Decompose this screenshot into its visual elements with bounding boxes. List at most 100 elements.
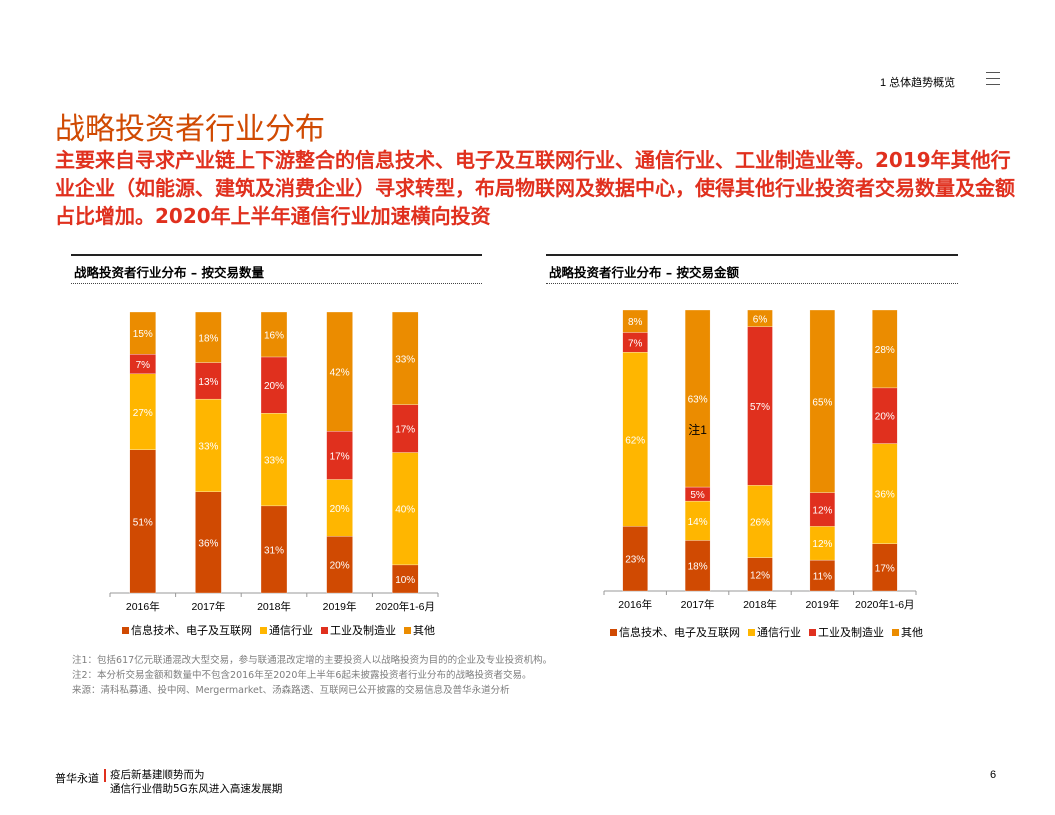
legend: 信息技术、电子及互联网 通信行业 工业及制造业 其他 <box>610 624 923 640</box>
data-label: 12% <box>750 570 770 581</box>
note-1: 注1：包括617亿元联通混改大型交易，参与联通混改定增的主要投资人以战略投资为目… <box>72 655 553 666</box>
data-label: 16% <box>264 330 284 341</box>
bar-segment <box>684 500 711 541</box>
data-label: 42% <box>330 368 350 379</box>
data-label: 6% <box>753 314 768 325</box>
bar-segment <box>684 309 711 488</box>
bar-segment <box>195 311 222 363</box>
section-label: 1 总体趋势概览 <box>880 77 956 89</box>
legend-label: 其他 <box>901 626 923 639</box>
menu-icon[interactable] <box>986 72 1000 90</box>
page-title: 战略投资者行业分布 <box>55 112 325 147</box>
data-label: 7% <box>136 360 151 371</box>
bar-segment <box>260 356 288 414</box>
data-label: 36% <box>875 490 895 501</box>
chart-title: 战略投资者行业分布 – 按交易数量 <box>71 254 482 284</box>
data-label: 40% <box>395 505 415 516</box>
data-label: 62% <box>625 435 645 446</box>
bar-segment <box>872 309 898 389</box>
note-2: 注2：本分析交易金额和数量中不包含2016年至2020年上半年6起未披露投资者行… <box>72 670 532 681</box>
legend-item: 通信行业 <box>260 622 313 638</box>
divider <box>104 769 106 782</box>
data-label: 20% <box>875 412 895 423</box>
legend-item: 其他 <box>404 622 435 638</box>
data-label: 15% <box>133 329 153 340</box>
footer-line-1: 疫后新基建顺势而为 <box>110 769 205 781</box>
bar-segment <box>747 326 773 486</box>
data-label: 20% <box>330 504 350 515</box>
chart-amount: 战略投资者行业分布 – 按交易金额 <box>546 254 958 284</box>
data-label: 20% <box>264 381 284 392</box>
data-label: 65% <box>812 397 832 408</box>
data-label: 7% <box>628 338 643 349</box>
data-label: 12% <box>812 539 832 550</box>
data-label: 13% <box>198 377 218 388</box>
bar-segment <box>326 479 353 537</box>
legend-label: 其他 <box>413 624 435 637</box>
data-label: 11% <box>813 572 832 583</box>
legend-swatch <box>892 629 899 636</box>
data-label: 20% <box>330 561 350 572</box>
data-label: 10% <box>395 575 415 586</box>
bar-segment <box>129 373 156 450</box>
data-label: 33% <box>395 354 415 365</box>
bar-segment <box>392 564 419 594</box>
bar-segment <box>809 526 836 561</box>
legend: 信息技术、电子及互联网 通信行业 工业及制造业 其他 <box>122 622 435 638</box>
bar-segment <box>260 505 288 594</box>
chart-title: 战略投资者行业分布 – 按交易金额 <box>546 254 958 284</box>
legend-swatch <box>321 627 328 634</box>
x-tick-label: 2020年1-6月 <box>855 598 915 611</box>
legend-swatch <box>122 627 129 634</box>
data-label: 18% <box>688 562 708 573</box>
data-label: 17% <box>875 563 895 574</box>
bar-segment <box>326 311 353 432</box>
data-label: 57% <box>750 402 770 413</box>
legend-swatch <box>809 629 816 636</box>
data-label: 26% <box>750 517 770 528</box>
data-label: 27% <box>133 408 153 419</box>
bar-segment <box>260 311 288 358</box>
legend-item: 工业及制造业 <box>809 624 884 640</box>
legend-item: 工业及制造业 <box>321 622 396 638</box>
legend-swatch <box>260 627 267 634</box>
bar-segment <box>195 398 222 492</box>
x-tick-label: 2019年 <box>805 598 839 611</box>
bar-segment <box>872 443 898 544</box>
data-label: 36% <box>198 538 218 549</box>
data-label: 8% <box>628 317 643 328</box>
legend-swatch <box>404 627 411 634</box>
bar-segment <box>195 362 222 400</box>
legend-item: 信息技术、电子及互联网 <box>610 624 740 640</box>
legend-item: 通信行业 <box>748 624 801 640</box>
bar-segment <box>872 387 898 444</box>
bar-segment <box>129 449 156 594</box>
source-note: 来源：清科私募通、投中网、Mergermarket、汤森路透、互联网已公开披露的… <box>72 685 510 696</box>
bar-segment <box>809 309 836 493</box>
footer-line-2: 通信行业借助5G东风进入高速发展期 <box>110 783 283 795</box>
chart-count: 战略投资者行业分布 – 按交易数量 <box>71 254 482 284</box>
bar-segment <box>392 452 419 566</box>
x-tick-label: 2016年 <box>618 598 652 611</box>
bar-segment <box>809 492 836 527</box>
data-label: 28% <box>875 345 895 356</box>
bar-segment <box>622 526 648 592</box>
legend-label: 通信行业 <box>269 624 313 637</box>
page-number: 6 <box>990 769 997 781</box>
bar-segment <box>392 311 419 405</box>
legend-swatch <box>748 629 755 636</box>
legend-label: 工业及制造业 <box>330 624 396 637</box>
legend-label: 通信行业 <box>757 626 801 639</box>
data-label: 12% <box>812 506 832 517</box>
legend-label: 信息技术、电子及互联网 <box>131 624 252 637</box>
x-tick-label: 2017年 <box>191 600 225 613</box>
legend-label: 信息技术、电子及互联网 <box>619 626 740 639</box>
notes: 注1：包括617亿元联通混改大型交易，参与联通混改定增的主要投资人以战略投资为目… <box>72 653 552 698</box>
legend-item: 信息技术、电子及互联网 <box>122 622 252 638</box>
x-tick-label: 2019年 <box>323 600 357 613</box>
data-label: 17% <box>330 451 350 462</box>
legend-label: 工业及制造业 <box>818 626 884 639</box>
x-tick-label: 2017年 <box>681 598 715 611</box>
bar-segment <box>195 491 222 594</box>
